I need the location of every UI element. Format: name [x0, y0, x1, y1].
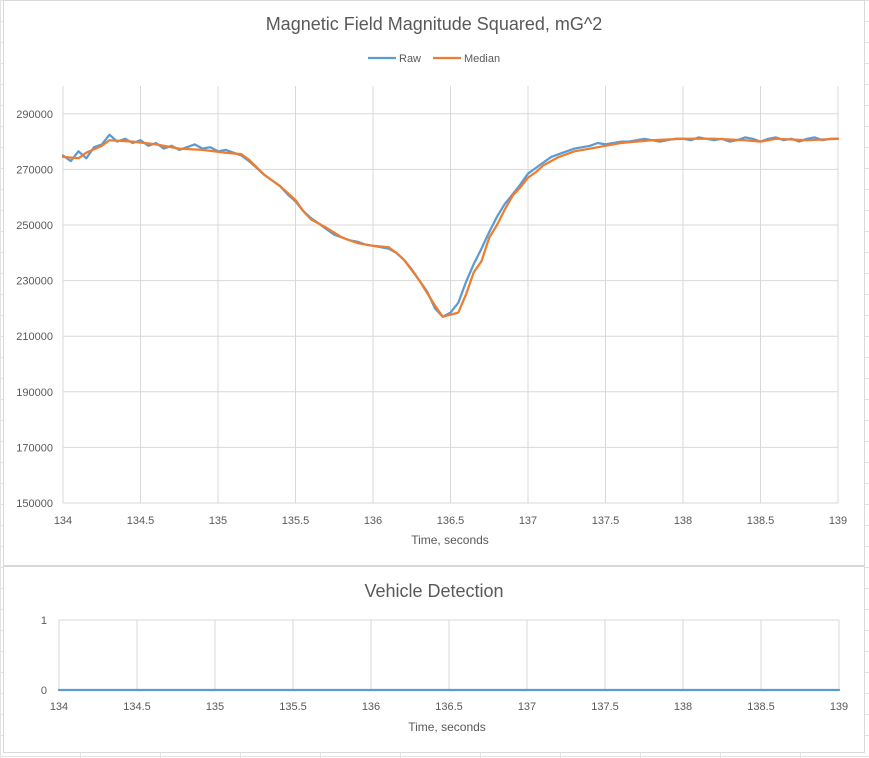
- y-tick-label: 1: [41, 615, 47, 627]
- x-tick-label: 136.5: [437, 515, 465, 527]
- x-tick-label: 135: [206, 701, 224, 713]
- legend-median-label: Median: [464, 53, 500, 65]
- chart-title: Vehicle Detection: [364, 581, 503, 601]
- x-tick-label: 134.5: [123, 701, 151, 713]
- y-tick-label: 190000: [16, 387, 53, 399]
- x-tick-label: 138: [674, 515, 692, 527]
- x-axis-ticks: 134 134.5 135 135.5 136 136.5 137 137.5 138 138.5…: [54, 515, 847, 527]
- y-axis-ticks: 01: [41, 615, 47, 697]
- x-tick-label: 134.5: [127, 515, 155, 527]
- x-tick-label: 137.5: [591, 701, 619, 713]
- y-tick-label: 270000: [16, 164, 53, 176]
- x-tick-label: 136: [364, 515, 382, 527]
- x-tick-label: 137.5: [592, 515, 620, 527]
- x-tick-label: 136: [362, 701, 380, 713]
- y-tick-label: 230000: [16, 276, 53, 288]
- x-axis-title: Time, seconds: [411, 533, 489, 547]
- x-tick-label: 139: [830, 701, 848, 713]
- x-tick-label: 138.5: [747, 515, 775, 527]
- x-axis-ticks: 134 134.5 135 135.5 136 136.5 137 137.5 138 138.5…: [50, 701, 848, 713]
- magnetic-field-chart: Magnetic Field Magnitude Squared, mG^2 R…: [3, 0, 865, 566]
- x-tick-label: 137: [519, 515, 537, 527]
- x-tick-label: 135.5: [282, 515, 310, 527]
- x-tick-label: 138: [674, 701, 692, 713]
- gridlines: [62, 86, 839, 504]
- x-tick-label: 137: [518, 701, 536, 713]
- gridlines: [58, 619, 840, 691]
- y-tick-label: 210000: [16, 331, 53, 343]
- vehicle-detection-chart-svg: Vehicle Detection 01 134 134.5 135 135.5 136…: [41, 581, 848, 734]
- y-tick-label: 290000: [16, 109, 53, 121]
- series-lines: [61, 133, 840, 318]
- x-tick-label: 138.5: [747, 701, 775, 713]
- x-tick-label: 134: [54, 515, 72, 527]
- x-tick-label: 135.5: [279, 701, 307, 713]
- magnetic-field-chart-svg: Magnetic Field Magnitude Squared, mG^2 R…: [16, 14, 847, 547]
- series-line-median: [61, 137, 840, 318]
- y-tick-label: 250000: [16, 220, 53, 232]
- x-axis-title: Time, seconds: [408, 720, 486, 734]
- y-tick-label: 0: [41, 685, 47, 697]
- x-tick-label: 139: [829, 515, 847, 527]
- chart-title: Magnetic Field Magnitude Squared, mG^2: [266, 14, 603, 34]
- y-tick-label: 150000: [16, 498, 53, 510]
- y-tick-label: 170000: [16, 442, 53, 454]
- legend-raw-label: Raw: [399, 53, 421, 65]
- y-axis-ticks: 150000 170000 190000 210000 230000 250000 2700…: [16, 109, 53, 510]
- legend: Raw Median: [368, 53, 500, 65]
- x-tick-label: 135: [209, 515, 227, 527]
- x-tick-label: 134: [50, 701, 68, 713]
- x-tick-label: 136.5: [435, 701, 463, 713]
